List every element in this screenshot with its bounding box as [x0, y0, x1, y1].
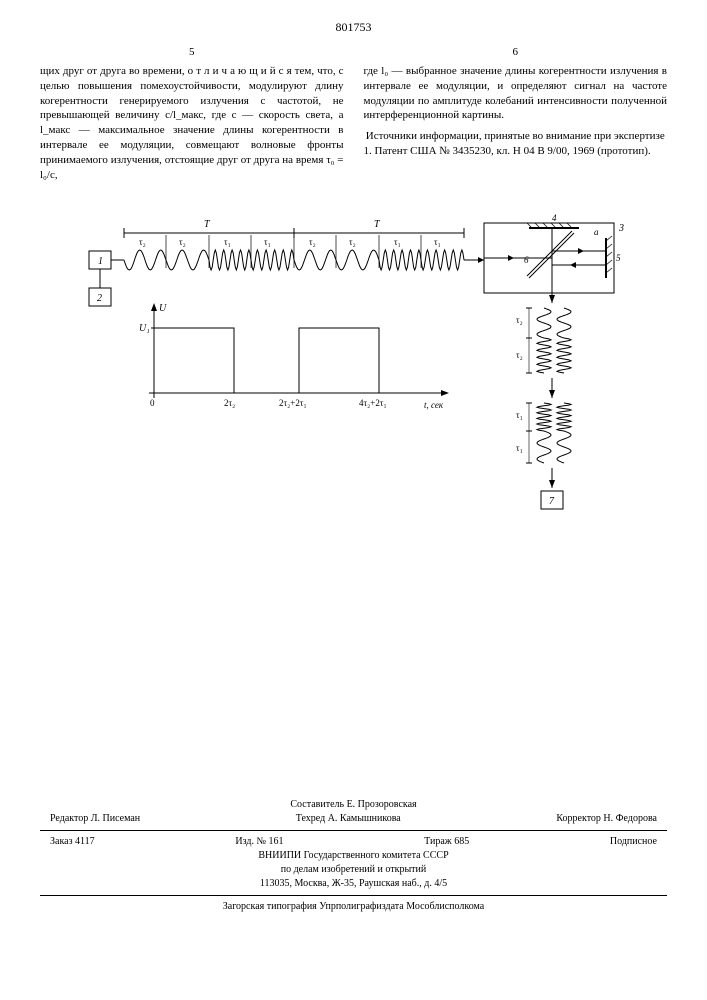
block-2-label: 2 — [97, 293, 102, 304]
sw4 — [557, 403, 571, 463]
seg-3: τ₁ — [264, 237, 271, 247]
podpisnoe: Подписное — [610, 835, 657, 849]
right-text: где l₀ — выбранное значение длины когере… — [364, 65, 668, 122]
org1: ВНИИПИ Государственного комитета СССР — [40, 849, 667, 863]
ytick: U₁ — [139, 323, 150, 334]
seg-0: τ₂ — [139, 237, 146, 247]
sw2 — [557, 308, 571, 373]
col-num-right: 6 — [364, 45, 668, 60]
pulse-path — [154, 328, 379, 393]
sw3 — [537, 403, 551, 463]
document-number: 801753 — [40, 20, 667, 35]
label-a: a — [594, 227, 599, 237]
corrector: Корректор Н. Федорова — [556, 812, 657, 826]
figure-svg: 1 2 T T τ₂ τ₂ τ₁ τ₁ τ₂ τ₂ τ₁ τ₁ — [84, 213, 624, 533]
ylabel: U — [159, 303, 167, 314]
col-num-left: 5 — [40, 45, 344, 60]
seg-1: τ₂ — [179, 237, 186, 247]
page: 801753 5 щих друг от друга во времени, о… — [0, 0, 707, 944]
tirazh: Тираж 685 — [424, 835, 469, 849]
print: Загорская типография Упрполиграфиздата М… — [40, 900, 667, 914]
editor: Редактор Л. Писеман — [50, 812, 140, 826]
top-waveform: T T τ₂ τ₂ τ₁ τ₁ τ₂ τ₂ τ₁ τ₁ — [111, 219, 484, 270]
interferometer: 3 4 6 a — [484, 213, 624, 303]
left-text: щих друг от друга во времени, о т л и ч … — [40, 65, 344, 181]
xlabel: t, сек — [424, 400, 444, 410]
sw1 — [537, 308, 551, 373]
block-7-label: 7 — [549, 496, 555, 507]
text-columns: 5 щих друг от друга во времени, о т л и … — [40, 45, 667, 183]
box3-label: 3 — [618, 223, 624, 234]
tau-l1: τ₁ — [516, 410, 523, 420]
order: Заказ 4117 — [50, 835, 95, 849]
izd: Изд. № 161 — [235, 835, 283, 849]
xt3: 4τ₂+2τ₁ — [359, 398, 387, 408]
seg-2: τ₁ — [224, 237, 231, 247]
seg-4: τ₂ — [309, 237, 316, 247]
left-column: 5 щих друг от друга во времени, о т л и … — [40, 45, 344, 183]
figure: 1 2 T T τ₂ τ₂ τ₁ τ₁ τ₂ τ₂ τ₁ τ₁ — [84, 213, 624, 538]
sources-text: 1. Патент США № 3435230, кл. H 04 B 9/00… — [364, 144, 668, 159]
sources-title: Источники информации, принятые во вниман… — [364, 129, 668, 144]
period-label-2: T — [374, 219, 381, 230]
xt0: 0 — [150, 398, 155, 408]
label-5: 5 — [616, 253, 621, 263]
label-4: 4 — [552, 213, 557, 223]
compiler: Составитель Е. Прозоровская — [40, 798, 667, 812]
addr: 113035, Москва, Ж-35, Раушская наб., д. … — [40, 877, 667, 891]
org2: по делам изобретений и открытий — [40, 863, 667, 877]
seg-5: τ₂ — [349, 237, 356, 247]
seg-7: τ₁ — [434, 237, 441, 247]
tau-u2: τ₂ — [516, 350, 523, 360]
split-waves: τ₂ τ₂ τ₁ τ₁ 7 — [516, 308, 571, 509]
techred: Техред А. Камышникова — [296, 812, 401, 826]
period-label-1: T — [204, 219, 211, 230]
tau-u1: τ₂ — [516, 315, 523, 325]
xt2: 2τ₂+2τ₁ — [279, 398, 307, 408]
pulse-chart: U U₁ t, сек 0 2τ₂ 2τ₂+2τ₁ 4τ₂+2τ₁ — [139, 303, 449, 410]
label-6: 6 — [524, 255, 529, 265]
seg-6: τ₁ — [394, 237, 401, 247]
xt1: 2τ₂ — [224, 398, 235, 408]
right-column: 6 где l₀ — выбранное значение длины коге… — [364, 45, 668, 183]
tau-l2: τ₁ — [516, 443, 523, 453]
block-1-label: 1 — [98, 256, 103, 267]
footer: Составитель Е. Прозоровская Редактор Л. … — [40, 798, 667, 914]
